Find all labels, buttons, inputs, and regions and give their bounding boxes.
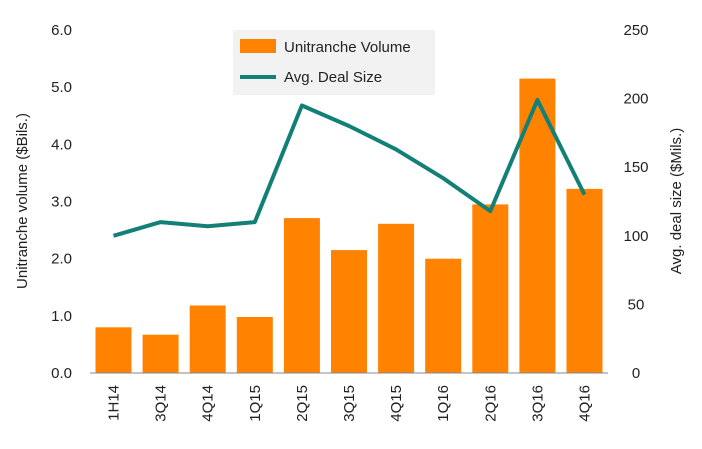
- bar-2q15: [283, 218, 320, 373]
- left-tick-label: 6.0: [51, 22, 72, 39]
- right-axis-label: Avg. deal size ($Mils.): [668, 128, 685, 274]
- left-tick-label: 5.0: [51, 79, 72, 96]
- x-tick-label-4q16: 4Q16: [577, 385, 594, 422]
- bar-3q15: [331, 250, 367, 373]
- x-tick-label-4q15: 4Q15: [388, 385, 405, 422]
- x-tick-label-2q15: 2Q15: [294, 385, 311, 422]
- x-axis-ticks: 1H14 3Q14 4Q14 1Q15 2Q15 3Q15 4Q15 1Q16 2Q16 3Q16…: [106, 385, 594, 422]
- bar-4q15: [378, 223, 415, 373]
- x-tick-label-1h14: 1H14: [106, 385, 123, 421]
- bar-4q14: [189, 305, 226, 373]
- bar-1q16: [425, 258, 462, 373]
- left-tick-label: 3.0: [51, 194, 72, 211]
- x-tick-label-3q14: 3Q14: [153, 385, 170, 422]
- right-tick-label: 250: [623, 22, 648, 39]
- legend-label-avg-deal-size: Avg. Deal Size: [284, 69, 382, 86]
- bar-3q14: [142, 334, 179, 373]
- right-tick-label: 100: [623, 228, 648, 245]
- x-tick-label-4q14: 4Q14: [200, 385, 217, 422]
- x-tick-label-1q16: 1Q16: [435, 385, 452, 422]
- x-tick-label-2q16: 2Q16: [482, 385, 499, 422]
- legend-label-unitranche-volume: Unitranche Volume: [284, 39, 411, 56]
- bar-2q16: [472, 204, 509, 373]
- left-tick-label: 4.0: [51, 136, 72, 153]
- right-tick-label: 0: [632, 365, 640, 382]
- left-axis-ticks: 0.0 1.0 2.0 3.0 4.0 5.0 6.0: [51, 22, 72, 382]
- right-tick-label: 50: [628, 296, 645, 313]
- left-tick-label: 0.0: [51, 365, 72, 382]
- left-tick-label: 1.0: [51, 308, 72, 325]
- right-tick-label: 200: [623, 91, 648, 108]
- right-tick-label: 150: [623, 159, 648, 176]
- x-tick-label-3q15: 3Q15: [341, 385, 358, 422]
- line-series-avg-deal-size: [112, 98, 587, 238]
- left-tick-label: 2.0: [51, 251, 72, 268]
- x-tick-label-1q15: 1Q15: [247, 385, 264, 422]
- bar-1h14: [95, 327, 132, 373]
- bar-1q15: [236, 317, 273, 373]
- right-axis-ticks: 0 50 100 150 200 250: [623, 22, 648, 382]
- legend-swatch-unitranche-volume: [240, 39, 276, 53]
- legend: Unitranche Volume Avg. Deal Size: [233, 30, 435, 95]
- left-axis-label: Unitranche volume ($Bils.): [14, 113, 31, 289]
- bar-series-unitranche-volume: [95, 78, 603, 373]
- x-tick-label-3q16: 3Q16: [529, 385, 546, 422]
- bar-4q16: [566, 188, 603, 373]
